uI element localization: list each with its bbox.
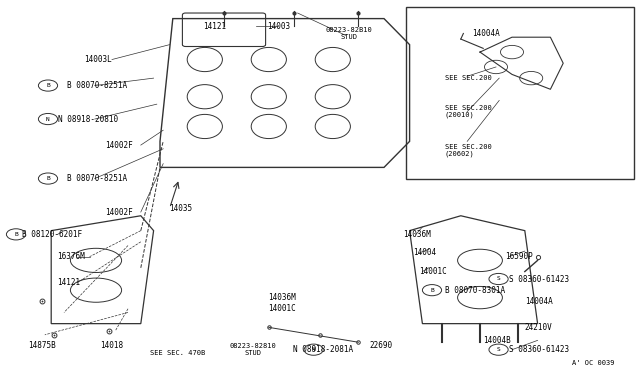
Text: 14036M: 14036M [403,230,431,239]
Text: SEE SEC.200
(20010): SEE SEC.200 (20010) [445,105,492,118]
Text: S: S [497,347,500,352]
Text: B 08070-8301A: B 08070-8301A [445,286,505,295]
Text: 14875B: 14875B [28,341,56,350]
Text: 14004B: 14004B [483,336,511,345]
Text: S 08360-61423: S 08360-61423 [509,345,569,354]
Text: A' OC 0039: A' OC 0039 [572,360,614,366]
Text: B: B [46,176,50,181]
Text: 14004A: 14004A [472,29,500,38]
Text: 14001C: 14001C [419,267,447,276]
Text: B 08070-8251A: B 08070-8251A [67,81,127,90]
Text: S 08360-61423: S 08360-61423 [509,275,569,283]
Text: N 08918-20810: N 08918-20810 [58,115,118,124]
Text: B: B [430,288,434,293]
Text: 14121: 14121 [203,22,226,31]
Text: B: B [14,232,18,237]
Text: 14004: 14004 [413,248,436,257]
Text: 08223-82810
STUD: 08223-82810 STUD [229,343,276,356]
Text: B: B [46,83,50,88]
Text: 14004A: 14004A [525,297,552,306]
Text: 14018: 14018 [100,341,124,350]
Text: 24210V: 24210V [525,323,552,332]
Text: SEE SEC.200
(20602): SEE SEC.200 (20602) [445,144,492,157]
Text: 14003L: 14003L [84,55,112,64]
Text: 14121: 14121 [58,278,81,287]
Text: N 08918-2081A: N 08918-2081A [293,345,353,354]
Text: 08223-82B10
STUD: 08223-82B10 STUD [325,27,372,40]
Text: 14036M
14001C: 14036M 14001C [268,294,296,313]
Text: 14035: 14035 [170,204,193,213]
Text: SEE SEC. 470B: SEE SEC. 470B [150,350,205,356]
Text: 14002F: 14002F [106,208,133,217]
Text: B 08120-6201F: B 08120-6201F [22,230,83,239]
Text: N: N [46,116,50,122]
Text: B 08070-8251A: B 08070-8251A [67,174,127,183]
Text: N: N [312,347,316,352]
Text: 16376M: 16376M [58,252,85,261]
Text: 22690: 22690 [369,341,392,350]
Text: SEE SEC.200: SEE SEC.200 [445,75,492,81]
Text: 16590P: 16590P [506,252,533,261]
Text: 14002F: 14002F [106,141,133,150]
Text: 14003: 14003 [267,22,290,31]
Text: S: S [497,276,500,282]
